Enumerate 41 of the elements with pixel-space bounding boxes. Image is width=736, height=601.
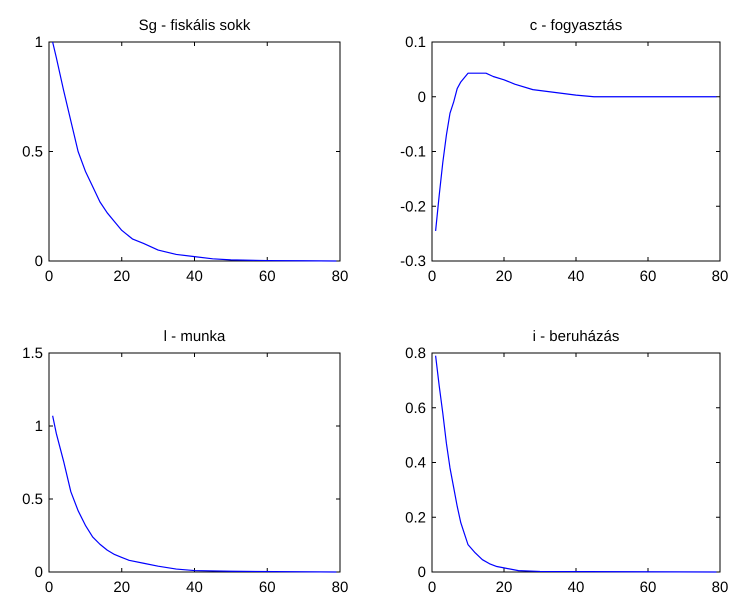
y-tick-label: 1 bbox=[34, 418, 43, 435]
x-tick-label: 20 bbox=[496, 268, 512, 285]
y-tick-label: -0.3 bbox=[400, 253, 426, 270]
x-tick-label: 60 bbox=[258, 268, 276, 285]
y-tick-label: 0 bbox=[34, 253, 43, 270]
line-series bbox=[435, 72, 717, 232]
y-tick-label: 0.5 bbox=[22, 144, 43, 160]
y-tick-label: 0.2 bbox=[405, 509, 426, 526]
y-tick-label: 1 bbox=[34, 34, 43, 51]
y-tick-label: -0.1 bbox=[400, 144, 426, 160]
y-tick-label: 0 bbox=[34, 564, 43, 581]
x-tick-label: 60 bbox=[258, 579, 276, 596]
y-tick-label: 0.8 bbox=[405, 345, 426, 362]
chart-title: l - munka bbox=[164, 328, 226, 345]
x-tick-label: 20 bbox=[113, 579, 130, 596]
x-tick-label: 20 bbox=[113, 268, 130, 285]
y-tick-label: 0 bbox=[418, 564, 426, 581]
chart-title: c - fogyasztás bbox=[530, 17, 622, 34]
x-tick-label: 40 bbox=[186, 579, 203, 596]
x-tick-label: 80 bbox=[332, 268, 348, 285]
x-tick-label: 60 bbox=[640, 268, 656, 285]
y-tick-label: 0.1 bbox=[405, 34, 426, 51]
x-tick-label: 80 bbox=[712, 268, 728, 285]
x-tick-label: 60 bbox=[640, 579, 656, 596]
y-tick-label: -0.2 bbox=[400, 198, 426, 216]
x-tick-label: 80 bbox=[332, 579, 348, 596]
y-tick-label: 0.5 bbox=[22, 491, 43, 508]
x-tick-label: 80 bbox=[712, 579, 728, 596]
chart-title: i - beruházás bbox=[532, 328, 620, 345]
y-tick-label: 0.4 bbox=[405, 454, 426, 472]
x-tick-label: 40 bbox=[568, 268, 584, 285]
line-series bbox=[52, 415, 337, 573]
x-tick-label: 40 bbox=[568, 579, 584, 596]
x-tick-label: 20 bbox=[496, 579, 512, 596]
y-tick-label: 0 bbox=[418, 88, 426, 106]
x-tick-label: 40 bbox=[186, 268, 203, 285]
chart-title: Sg - fiskális sokk bbox=[138, 17, 251, 34]
line-series bbox=[435, 355, 717, 573]
line-series bbox=[52, 41, 337, 262]
y-tick-label: 0.6 bbox=[405, 400, 426, 417]
y-tick-label: 1.5 bbox=[22, 345, 43, 362]
